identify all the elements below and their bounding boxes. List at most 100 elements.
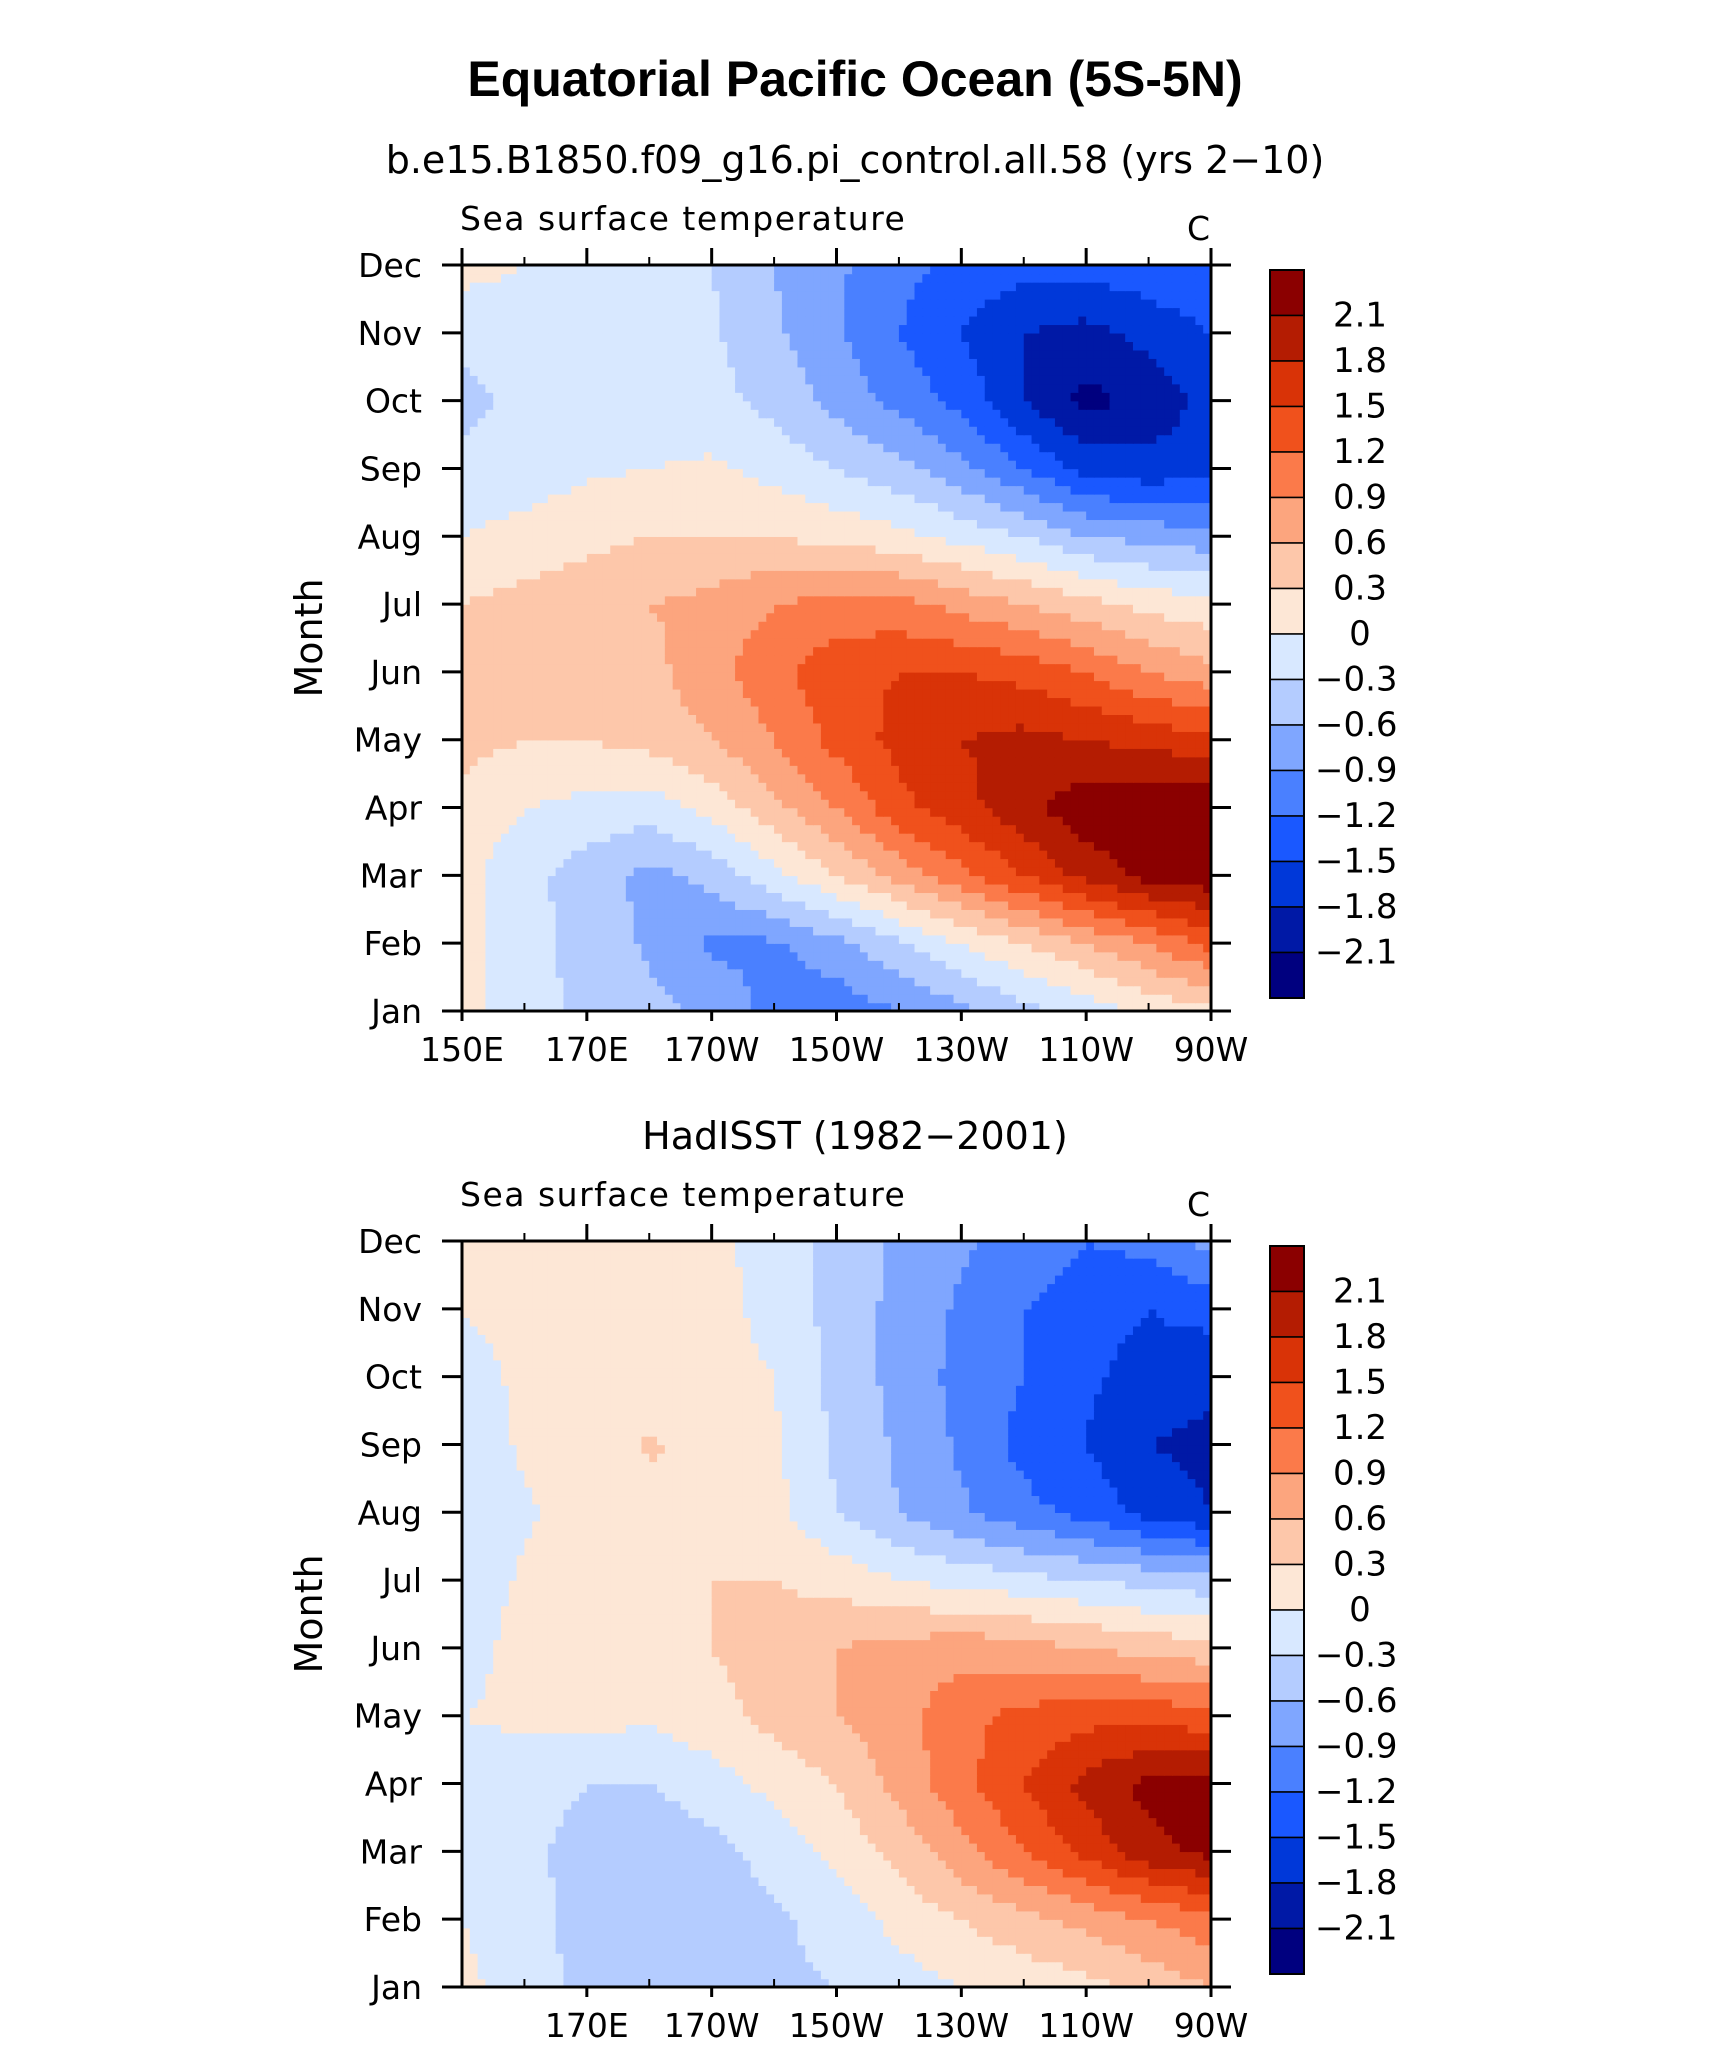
heatmap-cell xyxy=(1179,654,1189,665)
heatmap-cell xyxy=(1101,587,1111,597)
heatmap-cell xyxy=(828,926,838,936)
heatmap-cell xyxy=(1156,900,1165,910)
heatmap-cell xyxy=(976,849,986,860)
heatmap-cell xyxy=(625,578,635,588)
heatmap-cell xyxy=(508,866,518,877)
heatmap-cell xyxy=(501,604,510,614)
heatmap-cell xyxy=(672,646,682,656)
heatmap-cell xyxy=(906,663,916,673)
heatmap-cell xyxy=(875,866,885,877)
heatmap-cell xyxy=(1078,926,1087,936)
heatmap-cell xyxy=(1078,934,1087,944)
heatmap-cell xyxy=(555,671,565,682)
heatmap-cell xyxy=(922,875,931,885)
heatmap-cell xyxy=(992,951,1002,961)
heatmap-cell xyxy=(469,849,479,860)
heatmap-cell xyxy=(594,807,604,817)
heatmap-cell xyxy=(961,858,970,868)
heatmap-cell xyxy=(602,960,611,970)
heatmap-cell xyxy=(462,765,471,775)
heatmap-cell xyxy=(719,748,728,758)
heatmap-cell xyxy=(618,832,627,843)
heatmap-cell xyxy=(859,663,869,673)
heatmap-cell xyxy=(1047,849,1056,860)
heatmap-cell xyxy=(735,960,744,970)
heatmap-cell xyxy=(883,731,892,741)
heatmap-cell xyxy=(672,968,682,978)
heatmap-cell xyxy=(508,587,518,597)
heatmap-cell xyxy=(579,900,588,910)
heatmap-cell xyxy=(953,578,963,588)
heatmap-cell xyxy=(485,909,494,919)
heatmap-cell xyxy=(664,849,674,860)
heatmap-cell xyxy=(1117,765,1126,775)
heatmap-cell xyxy=(945,985,955,995)
heatmap-cell xyxy=(688,578,697,588)
heatmap-cell xyxy=(735,756,744,766)
heatmap-cell xyxy=(727,722,736,732)
heatmap-cell xyxy=(976,883,986,894)
heatmap-cell xyxy=(906,900,916,910)
heatmap-cell xyxy=(758,570,767,580)
heatmap-cell xyxy=(641,638,650,648)
heatmap-cell xyxy=(1171,765,1181,775)
heatmap-cell xyxy=(1062,697,1072,707)
heatmap-cell xyxy=(696,841,705,851)
heatmap-cell xyxy=(898,663,908,673)
heatmap-cell xyxy=(992,858,1002,868)
heatmap-cell xyxy=(462,654,471,665)
heatmap-cell xyxy=(727,612,736,622)
heatmap-cell xyxy=(703,816,713,826)
heatmap-cell xyxy=(750,731,760,741)
heatmap-cell xyxy=(1132,604,1142,614)
heatmap-cell xyxy=(649,909,658,919)
heatmap-cell xyxy=(688,638,697,648)
heatmap-cell xyxy=(618,697,627,707)
heatmap-cell xyxy=(680,654,689,665)
heatmap-cell xyxy=(820,943,830,953)
heatmap-cell xyxy=(547,731,557,741)
heatmap-cell xyxy=(555,849,565,860)
heatmap-cell xyxy=(859,587,869,597)
heatmap-cell xyxy=(1179,621,1189,631)
heatmap-cell xyxy=(688,570,697,580)
heatmap-cell xyxy=(555,883,565,894)
heatmap-cell xyxy=(625,765,635,775)
heatmap-cell xyxy=(1031,646,1041,656)
heatmap-cell xyxy=(1086,858,1095,868)
heatmap-cell xyxy=(969,824,978,834)
heatmap-cell xyxy=(1140,587,1150,597)
heatmap-cell xyxy=(742,714,752,724)
heatmap-cell xyxy=(766,595,775,605)
heatmap-cell xyxy=(930,960,939,970)
heatmap-cell xyxy=(813,1002,822,1011)
heatmap-cell xyxy=(937,654,947,665)
heatmap-cell xyxy=(797,570,806,580)
heatmap-cell xyxy=(727,985,736,995)
heatmap-cell xyxy=(781,748,791,758)
heatmap-cell xyxy=(789,587,799,597)
heatmap-cell xyxy=(477,841,487,851)
heatmap-cell xyxy=(1062,807,1072,817)
heatmap-cell xyxy=(1101,756,1111,766)
heatmap-cell xyxy=(1039,858,1048,868)
heatmap-cell xyxy=(719,697,728,707)
heatmap-cell xyxy=(1093,782,1103,792)
heatmap-cell xyxy=(625,773,635,783)
heatmap-cell xyxy=(1203,909,1211,919)
heatmap-cell xyxy=(524,621,533,631)
heatmap-cell xyxy=(1148,824,1158,834)
heatmap-cell xyxy=(462,968,471,978)
heatmap-cell xyxy=(898,900,908,910)
heatmap-cell xyxy=(602,832,611,843)
heatmap-cell xyxy=(485,977,494,987)
heatmap-cell xyxy=(766,926,775,936)
heatmap-cell xyxy=(1101,1002,1111,1011)
heatmap-cell xyxy=(555,578,565,588)
heatmap-cell xyxy=(813,943,822,953)
heatmap-cell xyxy=(610,858,619,868)
heatmap-cell xyxy=(485,968,494,978)
heatmap-cell xyxy=(1023,909,1033,919)
heatmap-cell xyxy=(797,654,806,665)
heatmap-cell xyxy=(540,994,549,1004)
